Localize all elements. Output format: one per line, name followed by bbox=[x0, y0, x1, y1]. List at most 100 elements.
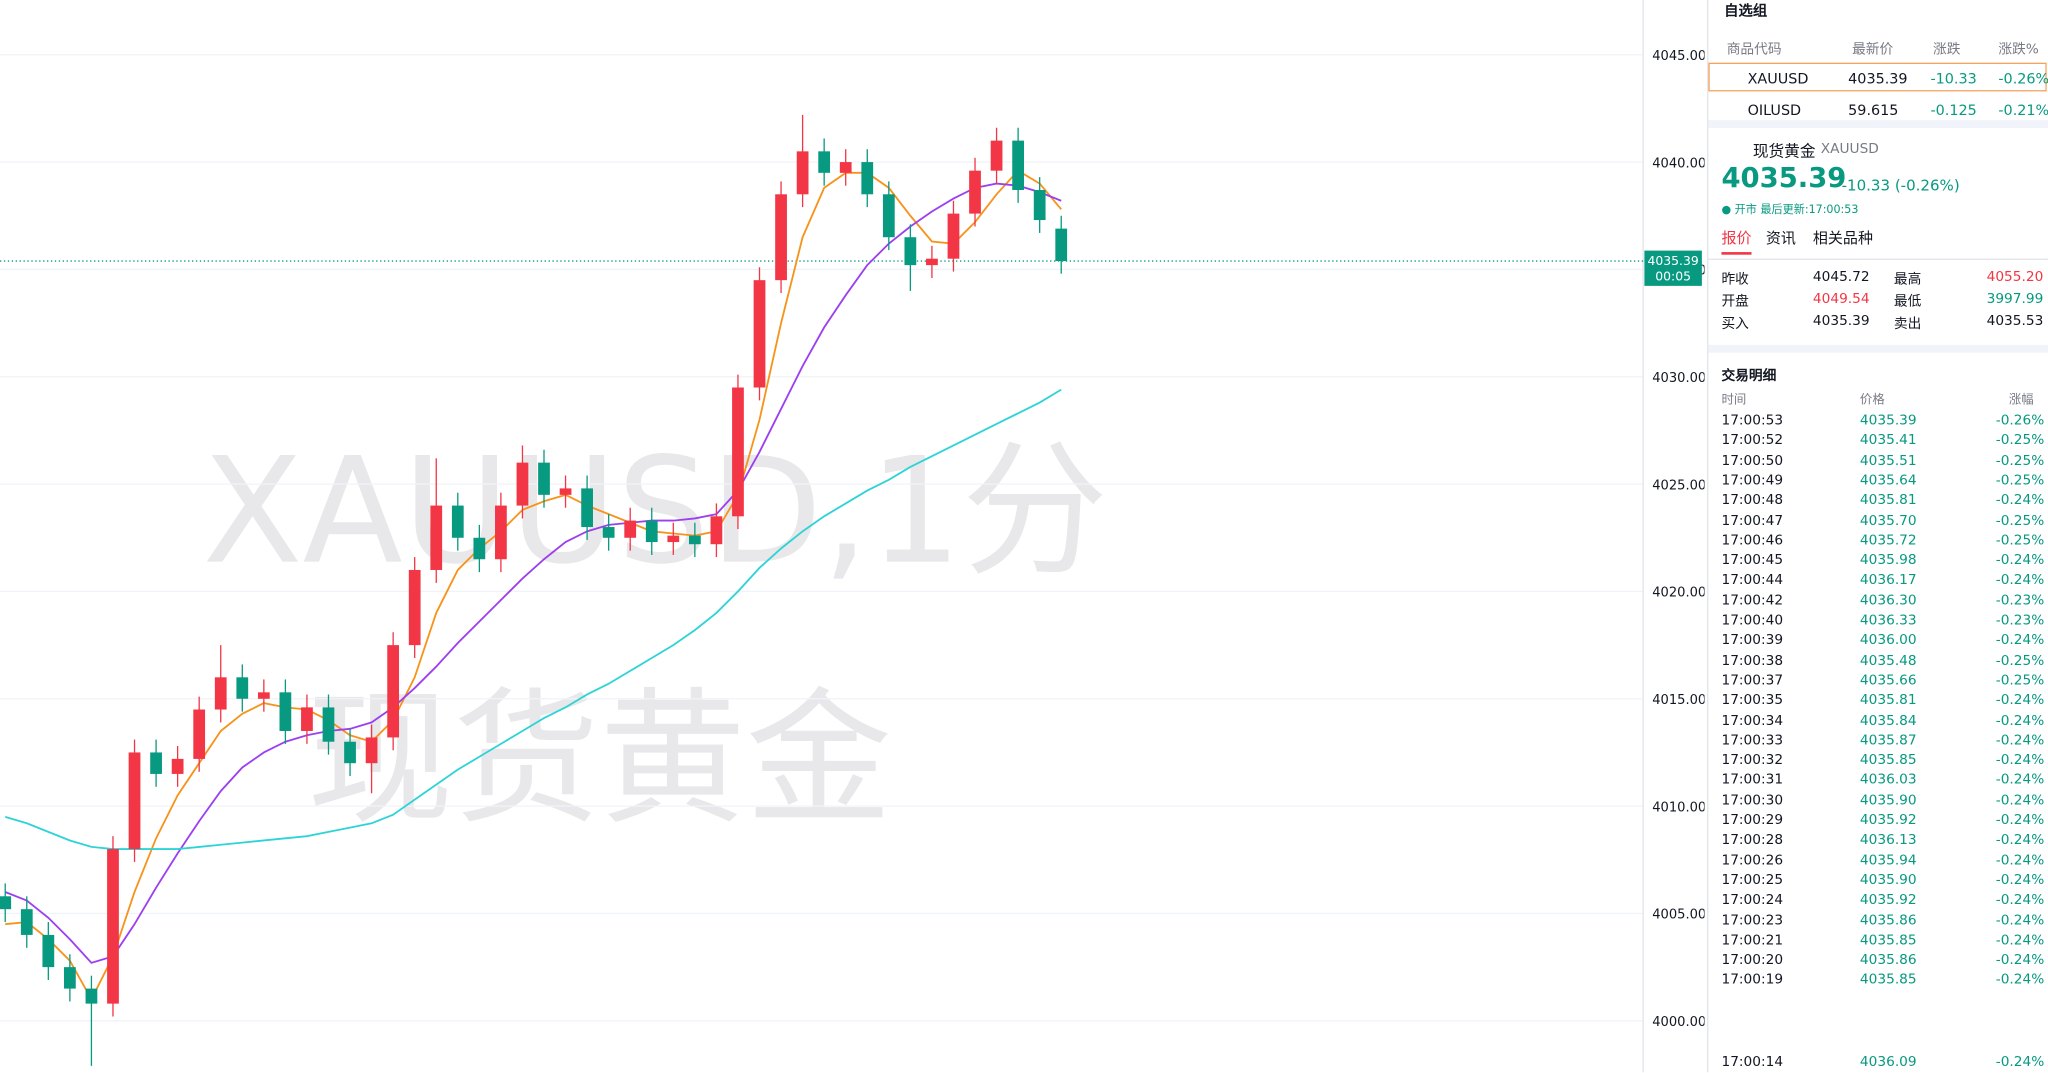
trade-cell: 4035.87 bbox=[1859, 732, 1917, 749]
y-tick-label: 4020.00 bbox=[1652, 586, 1704, 601]
trade-cell: -0.25% bbox=[1995, 472, 2045, 489]
stat-cell: 买入 bbox=[1721, 316, 1749, 332]
trade-cell: -0.25% bbox=[1995, 432, 2045, 449]
candle-body bbox=[624, 520, 637, 538]
trade-cell: 4035.48 bbox=[1859, 652, 1917, 669]
candle-body bbox=[365, 737, 378, 764]
trade-cell: -0.24% bbox=[1995, 732, 2045, 749]
candle-body bbox=[214, 677, 227, 710]
candle-body bbox=[645, 520, 658, 543]
trade-cell: 17:00:45 bbox=[1721, 552, 1784, 569]
watchlist-group[interactable]: 自选组 bbox=[1724, 2, 1768, 20]
candle-body bbox=[839, 162, 852, 173]
candle-body bbox=[430, 505, 443, 570]
stat-cell: 最高 bbox=[1893, 271, 1922, 288]
watchlist-cell[interactable]: OILUSD bbox=[1747, 101, 1802, 119]
trade-cell: 4035.66 bbox=[1859, 672, 1917, 689]
candle-body bbox=[969, 170, 981, 214]
stat-cell: 最低 bbox=[1893, 293, 1922, 310]
candle-body bbox=[818, 151, 831, 173]
trade-cell: 4035.39 bbox=[1859, 412, 1917, 429]
candle-body bbox=[775, 194, 787, 281]
trade-cell: 17:00:52 bbox=[1721, 432, 1784, 449]
candle-body bbox=[926, 258, 938, 266]
trade-cell: 17:00:32 bbox=[1721, 752, 1784, 769]
candle-body bbox=[602, 527, 615, 538]
trade-cell: 4035.92 bbox=[1859, 892, 1917, 908]
trade-cell: -0.24% bbox=[1995, 712, 2045, 729]
stat-cell: 4045.72 bbox=[1812, 269, 1870, 285]
ma-line bbox=[4, 388, 1062, 850]
y-tick-label: 4025.00 bbox=[1652, 478, 1704, 493]
candle-body bbox=[42, 934, 55, 968]
detail-tab[interactable]: 资讯 bbox=[1765, 228, 1796, 247]
candle-body bbox=[904, 237, 917, 266]
trade-cell: 17:00:38 bbox=[1721, 652, 1784, 669]
trade-cell: 4035.81 bbox=[1859, 492, 1917, 509]
trade-cell: 4035.85 bbox=[1859, 932, 1917, 948]
candle-body bbox=[688, 535, 701, 545]
trade-cell: -0.24% bbox=[1995, 932, 2045, 948]
candle-body bbox=[236, 677, 249, 699]
trade-cell: 4035.51 bbox=[1859, 452, 1917, 469]
stat-cell: 4035.53 bbox=[1986, 313, 2044, 330]
candle-body bbox=[107, 849, 119, 1004]
trade-cell: 17:00:40 bbox=[1721, 612, 1784, 629]
candle-body bbox=[257, 692, 270, 699]
trade-cell: -0.24% bbox=[1995, 852, 2045, 869]
trade-cell: 4036.17 bbox=[1859, 572, 1917, 589]
instrument-symbol: XAUUSD bbox=[1820, 141, 1879, 157]
candle-body bbox=[1012, 140, 1024, 190]
trade-cell: -0.24% bbox=[1995, 792, 2045, 809]
trade-cell: 17:00:28 bbox=[1721, 832, 1784, 849]
stat-cell: 3997.99 bbox=[1986, 291, 2044, 307]
last-price-tag bbox=[1644, 250, 1702, 286]
trade-cell: -0.26% bbox=[1995, 412, 2045, 429]
candle-body bbox=[0, 896, 12, 910]
watermark: 现货黄金 bbox=[307, 675, 892, 845]
trade-cell: 17:00:48 bbox=[1721, 492, 1784, 509]
trade-cell: -0.25% bbox=[1995, 672, 2045, 689]
trade-cell: 4035.72 bbox=[1859, 532, 1917, 549]
trades-header: 涨幅 bbox=[2008, 393, 2034, 408]
trade-cell: 17:00:34 bbox=[1721, 712, 1784, 729]
watchlist-cell: -0.125 bbox=[1930, 101, 1977, 119]
trade-cell: 17:00:50 bbox=[1721, 452, 1784, 469]
trade-cell: 4035.94 bbox=[1859, 852, 1917, 869]
candle-body bbox=[322, 707, 335, 742]
candle-body bbox=[344, 741, 356, 764]
candle-body bbox=[732, 387, 744, 517]
y-tick-label: 4000.00 bbox=[1652, 1015, 1704, 1030]
trade-cell: 4035.90 bbox=[1859, 872, 1917, 889]
trade-cell: 4035.86 bbox=[1859, 912, 1917, 928]
trade-cell: -0.24% bbox=[1995, 892, 2045, 908]
watchlist-header: 涨跌 bbox=[1933, 41, 1961, 58]
y-tick-label: 4045.00 bbox=[1652, 49, 1704, 64]
candle-body bbox=[667, 535, 680, 543]
stat-cell: 4049.54 bbox=[1812, 291, 1870, 307]
trade-cell: -0.24% bbox=[1995, 952, 2045, 968]
trade-cell: -0.24% bbox=[1995, 772, 2045, 789]
watchlist-cell: -10.33 bbox=[1930, 70, 1977, 88]
candle-body bbox=[753, 280, 766, 388]
side-panel: 自选组 商品代码 最新价 涨跌 涨跌% XAUUSD 4035.39 -10.33 -0.26%… bbox=[1707, 0, 2048, 1073]
trade-cell: -0.24% bbox=[1995, 632, 2045, 649]
watchlist-cell[interactable]: XAUUSD bbox=[1747, 70, 1809, 88]
instrument-name: 现货黄金 bbox=[1752, 142, 1816, 161]
divider bbox=[1708, 120, 2048, 128]
trade-cell: 17:00:42 bbox=[1721, 592, 1784, 609]
stat-cell: 4035.39 bbox=[1812, 313, 1870, 330]
trade-cell: 17:00:31 bbox=[1721, 772, 1784, 789]
watermark: XAUUSD,1分 bbox=[202, 427, 1108, 597]
detail-tab[interactable]: 相关品种 bbox=[1812, 228, 1873, 247]
trade-cell: 4036.03 bbox=[1859, 772, 1917, 789]
candle-body bbox=[408, 569, 421, 646]
trade-cell: -0.24% bbox=[1995, 692, 2045, 709]
stat-cell: 4055.20 bbox=[1986, 269, 2044, 285]
candle-body bbox=[85, 988, 98, 1004]
trade-cell: 4035.41 bbox=[1859, 432, 1917, 449]
trade-cell: 17:00:19 bbox=[1721, 972, 1784, 988]
stat-cell: 昨收 bbox=[1721, 271, 1749, 288]
detail-tab[interactable]: 报价 bbox=[1721, 227, 1752, 255]
